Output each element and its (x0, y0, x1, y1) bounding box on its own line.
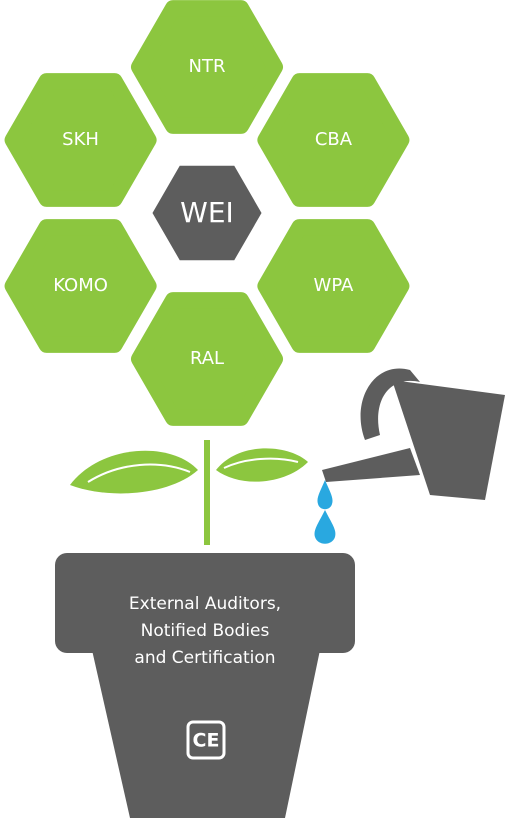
pot-text-line: External Auditors, (129, 594, 281, 614)
pot-text-line: and Certification (134, 648, 275, 668)
center-label: WEI (180, 196, 234, 229)
petal-label: NTR (189, 56, 226, 77)
flower-diagram: NTR CBA WPA RAL KOMO SKH WEI External Auditor… (0, 0, 508, 822)
petal-label: KOMO (53, 275, 108, 296)
left-leaf (70, 451, 198, 494)
petal-label: SKH (62, 129, 99, 150)
pot-text-line: Notified Bodies (141, 621, 270, 641)
can-body (392, 380, 505, 500)
petal-label: RAL (190, 348, 224, 369)
water-drop (315, 510, 336, 544)
water-drop (317, 480, 332, 509)
petal-label: WPA (314, 275, 355, 296)
petal-label: CBA (315, 129, 353, 150)
watering-can (322, 368, 505, 500)
can-spout (322, 448, 420, 482)
ce-mark: CE (193, 730, 220, 752)
